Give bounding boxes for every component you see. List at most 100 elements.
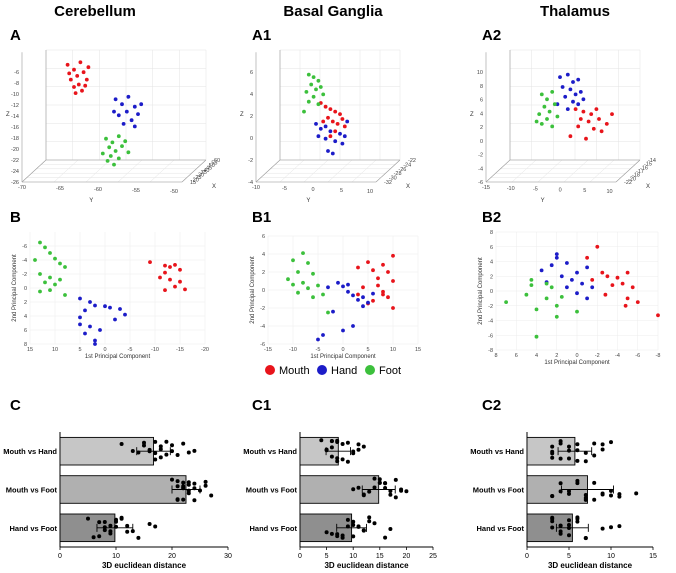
point-hand xyxy=(356,298,360,302)
series-mouth xyxy=(318,101,347,139)
data-point xyxy=(575,442,580,447)
legend-label-hand: Hand xyxy=(331,365,357,377)
x-tick-label: 20 xyxy=(403,553,411,560)
point-mouth xyxy=(335,122,340,126)
box-edges xyxy=(255,50,401,183)
point-hand xyxy=(549,263,554,268)
data-point xyxy=(102,520,107,524)
data-point xyxy=(175,453,180,457)
point-mouth xyxy=(178,267,182,272)
x-tick-label: -20 xyxy=(628,176,636,182)
point-foot xyxy=(63,293,67,297)
point-mouth xyxy=(594,107,599,111)
data-point xyxy=(142,440,146,445)
data-point xyxy=(550,516,555,521)
data-point xyxy=(142,443,146,448)
y-tick-label: -10 xyxy=(252,185,260,191)
grid xyxy=(495,231,659,351)
y-tick-label: -2 xyxy=(260,306,265,312)
point-hand xyxy=(338,131,342,136)
data-point xyxy=(198,488,202,493)
point-hand xyxy=(123,312,127,317)
data-point xyxy=(372,521,377,526)
x-tick-label: 5 xyxy=(366,347,369,353)
data-point xyxy=(203,479,208,484)
point-foot xyxy=(53,256,57,261)
data-point xyxy=(192,486,197,491)
data-point xyxy=(329,531,334,536)
z-tick-label: -18 xyxy=(11,136,19,142)
point-mouth xyxy=(376,283,380,288)
panel-label-A: A xyxy=(10,27,21,44)
data-point xyxy=(393,477,398,482)
data-point xyxy=(97,520,102,525)
box-edge xyxy=(615,159,641,183)
point-foot xyxy=(306,286,310,291)
data-point xyxy=(345,440,350,445)
y-tick-label: 5 xyxy=(583,188,586,194)
point-hand xyxy=(136,112,140,116)
series-foot xyxy=(534,90,560,129)
data-point xyxy=(130,529,135,534)
z-tick-label: 0 xyxy=(480,139,483,145)
point-mouth xyxy=(81,70,86,75)
point-foot xyxy=(100,151,105,156)
point-foot xyxy=(311,75,316,79)
series-foot xyxy=(504,278,579,339)
chart-B1-pca: -15 -10 -5 0 5 10 15 -6 -4 -2 0 2 4 6 1st Principal Co… xyxy=(250,234,421,360)
point-foot xyxy=(286,277,290,282)
panel-label-A2: A2 xyxy=(482,27,501,44)
point-hand xyxy=(129,118,134,123)
data-point xyxy=(153,451,158,456)
z-tick-label: -24 xyxy=(11,169,19,175)
data-point xyxy=(361,492,366,497)
data-point xyxy=(102,528,107,533)
point-foot xyxy=(301,251,305,256)
series-hand xyxy=(555,72,586,111)
point-mouth xyxy=(73,91,78,95)
point-hand xyxy=(585,265,589,270)
data-point xyxy=(335,459,340,464)
point-foot xyxy=(301,280,305,285)
point-foot xyxy=(53,282,57,287)
box-edge xyxy=(21,159,47,183)
y-tick-label: -10 xyxy=(507,186,515,192)
y-axis-label: 2nd Principal Component xyxy=(250,256,256,324)
y-tick-label: 4 xyxy=(262,252,265,258)
data-point xyxy=(351,487,356,492)
point-mouth xyxy=(183,287,187,292)
legend-marker-mouth xyxy=(265,365,275,375)
point-mouth xyxy=(76,82,81,87)
data-point xyxy=(609,525,613,530)
point-hand xyxy=(571,80,575,84)
point-foot xyxy=(304,90,309,94)
gridline xyxy=(303,159,329,183)
point-foot xyxy=(302,109,306,114)
data-point xyxy=(91,535,96,540)
x-tick-label: 25 xyxy=(429,553,437,560)
title-basal-ganglia: Basal Ganglia xyxy=(283,3,383,20)
point-mouth xyxy=(72,85,76,89)
x-tick-label: 0 xyxy=(298,553,302,560)
point-foot xyxy=(550,124,555,129)
gridline xyxy=(117,159,143,183)
x-tick-label: 20 xyxy=(168,553,176,560)
y-tick-label: -70 xyxy=(18,185,26,191)
point-hand xyxy=(558,75,562,79)
y-tick-label: -8 xyxy=(488,348,493,354)
point-mouth xyxy=(163,270,167,275)
box-edge xyxy=(375,159,401,183)
point-foot xyxy=(116,134,121,139)
y-tick-label: 4 xyxy=(490,260,493,266)
point-mouth xyxy=(80,88,84,93)
x-tick-label: 25 xyxy=(195,175,201,181)
data-point xyxy=(335,534,340,539)
x-tick-label: 60 xyxy=(214,158,220,164)
x-tick-label: 55 xyxy=(211,160,217,166)
x-tick-label: -10 xyxy=(151,347,159,353)
x-tick-label: 10 xyxy=(112,553,120,560)
point-hand xyxy=(340,141,345,146)
point-hand xyxy=(88,324,92,329)
series-foot xyxy=(302,72,326,114)
